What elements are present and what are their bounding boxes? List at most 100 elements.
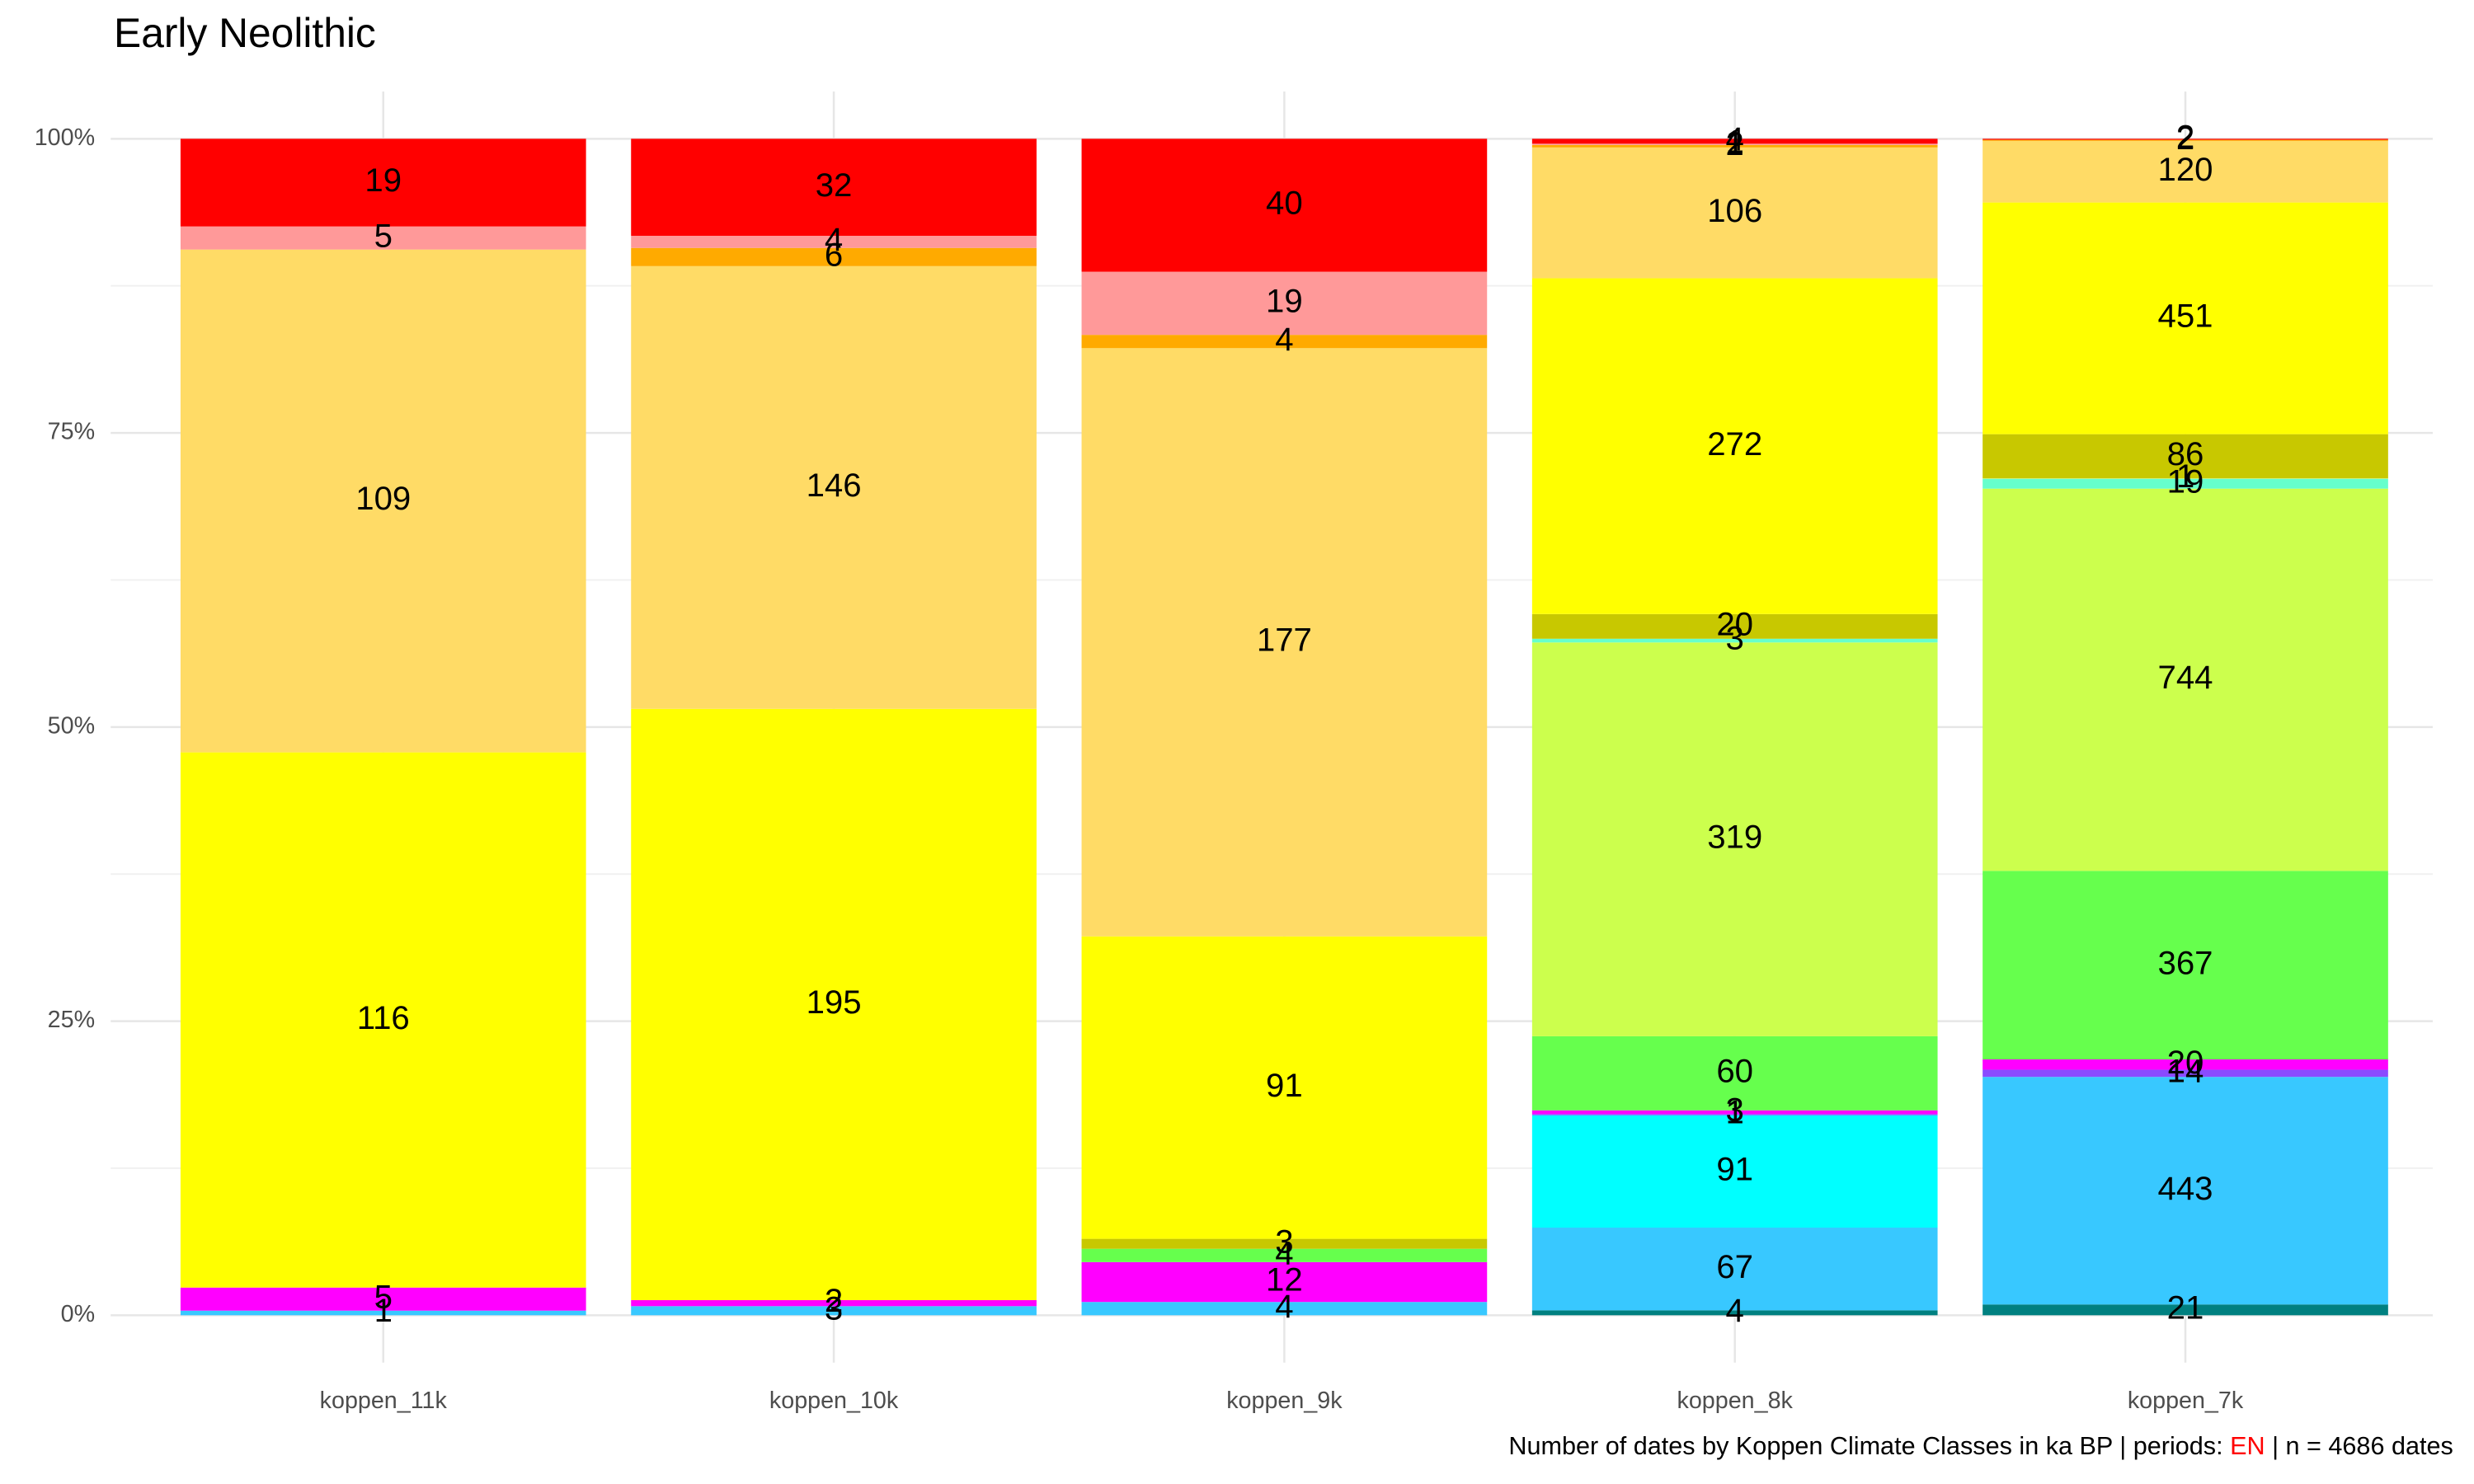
bar-segment: [1531, 1310, 1938, 1316]
data-label: 20: [2167, 1044, 2204, 1081]
bar-segment: [1982, 488, 2388, 871]
data-label: 1: [2176, 458, 2194, 495]
bar-segment: [1081, 271, 1488, 336]
data-label: 19: [1266, 282, 1303, 319]
data-label: 2: [2176, 120, 2194, 157]
data-label: 19: [2167, 463, 2204, 500]
bar-segment: [1982, 140, 2388, 203]
data-label: 4: [1275, 321, 1293, 358]
bar-segment: [1531, 1036, 1938, 1111]
bar-segment: [631, 247, 1037, 266]
y-tick-label: 50%: [48, 712, 95, 739]
bar-segment: [1081, 335, 1488, 349]
data-label: 2: [825, 1282, 843, 1319]
chart-title: Early Neolithic: [114, 10, 376, 56]
bar-segment: [1531, 1110, 1938, 1115]
bar-segment: [631, 708, 1037, 1300]
caption-period: EN: [2230, 1432, 2265, 1460]
data-label: 177: [1257, 622, 1312, 659]
y-tick-label: 100%: [35, 124, 95, 151]
data-label: 5: [374, 217, 393, 254]
y-tick-label: 75%: [48, 419, 95, 445]
data-label: 32: [816, 167, 853, 204]
data-label: 60: [1716, 1052, 1753, 1089]
data-label: 6: [825, 236, 843, 273]
bar-segment: [1081, 1238, 1488, 1249]
data-label: 5: [374, 1278, 393, 1315]
data-label: 272: [1707, 425, 1762, 463]
data-label: 2: [1726, 125, 1744, 162]
data-label: 1: [1726, 1094, 1744, 1131]
bar-segment: [1531, 144, 1938, 148]
data-label: 109: [355, 480, 411, 517]
bar-segment: [1081, 1248, 1488, 1262]
data-label: 4: [1726, 120, 1744, 157]
caption-text: Number of dates by Koppen Climate Classe…: [1508, 1432, 2230, 1460]
labels: koppen_11k15116109519koppen_10k321951466…: [320, 119, 2244, 1415]
data-label: 12: [1266, 1261, 1303, 1298]
data-label: 443: [2158, 1170, 2213, 1207]
bar-segment: [1982, 139, 2388, 141]
data-label: 4: [1275, 1288, 1293, 1325]
bar-segment: [1531, 1228, 1938, 1311]
data-label: 86: [2167, 435, 2204, 472]
bar-segment: [1081, 1261, 1488, 1303]
bar-segment: [1531, 139, 1938, 144]
data-label: 14: [2167, 1052, 2204, 1089]
data-label: 2: [2176, 119, 2194, 156]
data-label: 20: [1716, 605, 1753, 642]
data-label: 1: [1726, 124, 1744, 161]
data-label: 21: [2167, 1289, 2204, 1326]
data-label: 40: [1266, 185, 1303, 222]
data-label: 3: [1726, 1092, 1744, 1129]
data-label: 4: [825, 221, 843, 258]
bar-segment: [631, 1306, 1037, 1316]
bar-segment: [1982, 478, 2388, 479]
bar-segment: [1531, 1114, 1938, 1115]
bar-segment: [1982, 871, 2388, 1059]
bar-segment: [1531, 642, 1938, 1036]
y-tick-label: 0%: [61, 1301, 95, 1327]
bar-segment: [180, 1310, 586, 1316]
data-label: 1: [374, 1292, 393, 1329]
bar-segment: [1982, 1304, 2388, 1316]
bar-segment: [631, 265, 1037, 709]
x-tick-label: koppen_7k: [2128, 1388, 2244, 1414]
bar-segment: [180, 226, 586, 250]
bar-segment: [631, 236, 1037, 248]
y-tick-label: 25%: [48, 1007, 95, 1033]
data-label: 3: [1275, 1223, 1293, 1260]
x-tick-label: koppen_9k: [1226, 1388, 1343, 1414]
bar-segment: [1081, 139, 1488, 272]
data-label: 67: [1716, 1248, 1753, 1285]
bar-segment: [180, 139, 586, 227]
bar-segment: [1982, 478, 2388, 489]
bar-segment: [180, 752, 586, 1288]
bar-segment: [1531, 638, 1938, 643]
data-label: 120: [2158, 151, 2213, 188]
bar-segment: [180, 249, 586, 753]
bar-segment: [1982, 1069, 2388, 1078]
data-label: 319: [1707, 819, 1762, 856]
data-label: 19: [365, 162, 402, 199]
data-label: 744: [2158, 659, 2213, 696]
bar-segment: [1531, 147, 1938, 279]
bar-segment: [180, 1287, 586, 1311]
bar-segment: [1081, 936, 1488, 1239]
caption: Number of dates by Koppen Climate Classe…: [1508, 1432, 2453, 1460]
data-label: 4: [1726, 1292, 1744, 1329]
caption-text: | n = 4686 dates: [2265, 1432, 2453, 1460]
data-label: 451: [2158, 298, 2213, 335]
bar-segment: [1982, 434, 2388, 479]
bar-segment: [1531, 278, 1938, 614]
bar-segment: [1081, 1302, 1488, 1316]
bar-segment: [1531, 1115, 1938, 1228]
data-label: 3: [825, 1289, 843, 1327]
data-label: 195: [807, 984, 862, 1021]
data-label: 4: [1275, 1234, 1293, 1271]
data-label: 3: [1726, 620, 1744, 657]
data-label: 116: [357, 999, 410, 1036]
bar-segment: [1531, 613, 1938, 639]
